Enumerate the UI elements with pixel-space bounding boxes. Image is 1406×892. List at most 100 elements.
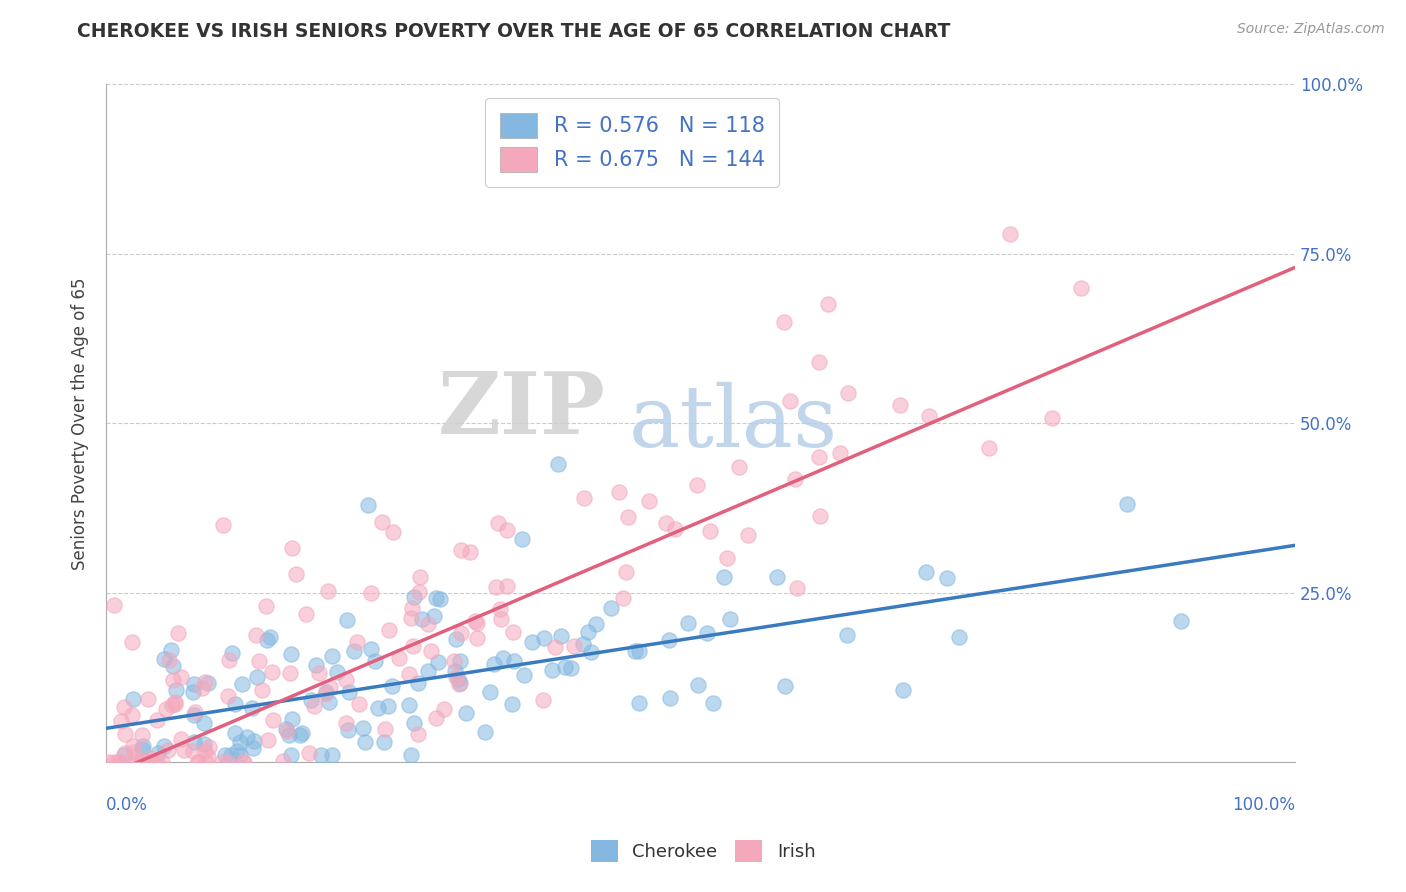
Point	[492, 651, 515, 665]
Point	[166, 625, 188, 640]
Point	[229, 748, 252, 763]
Point	[246, 670, 269, 684]
Point	[628, 644, 651, 658]
Point	[658, 632, 681, 647]
Point	[325, 665, 347, 679]
Point	[450, 625, 472, 640]
Point	[377, 699, 399, 714]
Point	[388, 651, 411, 665]
Point	[170, 669, 193, 683]
Point	[416, 617, 439, 632]
Point	[194, 675, 217, 690]
Point	[363, 654, 385, 668]
Point	[162, 673, 184, 687]
Point	[478, 685, 501, 699]
Point	[337, 685, 360, 699]
Point	[765, 570, 787, 584]
Point	[425, 591, 447, 605]
Point	[122, 739, 145, 753]
Point	[429, 592, 451, 607]
Y-axis label: Seniors Poverty Over the Age of 65: Seniors Poverty Over the Age of 65	[72, 277, 89, 570]
Point	[291, 726, 314, 740]
Point	[197, 676, 219, 690]
Point	[139, 751, 162, 765]
Point	[298, 746, 321, 760]
Point	[107, 756, 129, 770]
Point	[544, 640, 567, 654]
Point	[134, 754, 156, 768]
Point	[219, 747, 242, 762]
Point	[609, 484, 631, 499]
Point	[146, 746, 169, 760]
Point	[779, 394, 801, 409]
Point	[165, 697, 187, 711]
Point	[183, 735, 205, 749]
Point	[173, 743, 195, 757]
Point	[402, 590, 425, 604]
Point	[830, 446, 852, 460]
Point	[422, 609, 444, 624]
Point	[977, 441, 1000, 455]
Point	[226, 744, 249, 758]
Point	[273, 754, 295, 768]
Point	[443, 653, 465, 667]
Point	[837, 386, 859, 401]
Point	[211, 756, 233, 770]
Point	[585, 616, 607, 631]
Point	[727, 459, 749, 474]
Point	[309, 748, 332, 763]
Point	[233, 756, 256, 770]
Point	[465, 615, 488, 630]
Point	[155, 702, 177, 716]
Point	[187, 756, 209, 770]
Point	[817, 297, 839, 311]
Point	[335, 716, 357, 731]
Point	[998, 227, 1021, 241]
Point	[314, 687, 336, 701]
Point	[259, 630, 281, 644]
Point	[367, 701, 389, 715]
Point	[614, 565, 637, 579]
Point	[420, 644, 443, 658]
Point	[617, 509, 640, 524]
Point	[346, 634, 368, 648]
Point	[381, 679, 404, 693]
Point	[280, 648, 302, 662]
Point	[281, 541, 304, 555]
Point	[256, 633, 278, 648]
Point	[150, 756, 173, 770]
Text: Source: ZipAtlas.com: Source: ZipAtlas.com	[1237, 22, 1385, 37]
Point	[136, 756, 159, 770]
Point	[1070, 281, 1092, 295]
Point	[408, 675, 430, 690]
Point	[1040, 410, 1063, 425]
Point	[449, 675, 471, 690]
Point	[218, 689, 240, 703]
Point	[371, 515, 394, 529]
Point	[121, 635, 143, 649]
Point	[496, 579, 519, 593]
Point	[319, 680, 342, 694]
Point	[716, 551, 738, 566]
Point	[378, 623, 401, 637]
Point	[486, 516, 509, 531]
Point	[162, 659, 184, 673]
Point	[183, 677, 205, 691]
Point	[409, 570, 432, 584]
Point	[122, 692, 145, 706]
Point	[254, 599, 277, 614]
Point	[624, 644, 647, 658]
Point	[281, 713, 304, 727]
Point	[550, 629, 572, 643]
Point	[915, 565, 938, 579]
Point	[678, 616, 700, 631]
Point	[374, 722, 396, 736]
Point	[153, 652, 176, 666]
Point	[110, 714, 132, 729]
Point	[231, 677, 253, 691]
Point	[103, 598, 125, 612]
Point	[531, 692, 554, 706]
Point	[242, 734, 264, 748]
Point	[810, 508, 832, 523]
Legend: Cherokee, Irish: Cherokee, Irish	[583, 833, 823, 870]
